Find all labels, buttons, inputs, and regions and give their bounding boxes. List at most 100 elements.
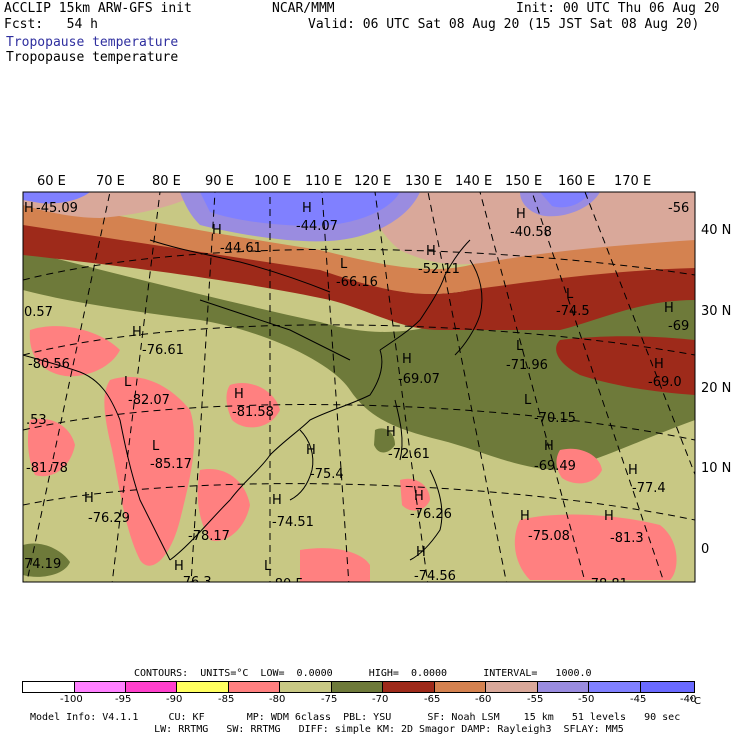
map-frame <box>22 191 696 583</box>
extrema-type: H <box>654 357 664 372</box>
extrema-value: -75.4 <box>310 467 344 482</box>
extrema-type: H <box>132 325 142 340</box>
extrema-type: H <box>272 493 282 508</box>
extrema-value: -40.58 <box>510 225 552 240</box>
colorbar-label: -100 <box>60 694 83 705</box>
lat-label: 10 N <box>701 461 731 476</box>
colorbar-label: -80 <box>269 694 286 705</box>
extrema-type: L <box>124 375 132 390</box>
coastlines <box>23 239 483 561</box>
extrema-value: -81.58 <box>232 405 274 420</box>
extrema-value: -74.51 <box>272 515 314 530</box>
lat-label: 0 <box>701 542 709 557</box>
extrema-value: -78.17 <box>188 529 230 544</box>
extrema-value: -52.11 <box>418 262 460 277</box>
extrema-value: -76.61 <box>142 343 184 358</box>
extrema-type: H <box>604 509 614 524</box>
extrema-type: H <box>402 352 412 367</box>
extrema-type: H <box>302 201 312 216</box>
extrema-type: H <box>24 201 34 216</box>
extrema-value: -70.15 <box>534 411 576 426</box>
lon-label: 130 E <box>405 174 442 189</box>
extrema-value: -56 <box>668 201 689 216</box>
contour-info: CONTOURS: UNITS=°C LOW= 0.0000 HIGH= 0.0… <box>134 668 592 679</box>
extrema-type: H <box>416 545 426 560</box>
extrema-type: H <box>212 223 222 238</box>
colorbar-label: -90 <box>166 694 183 705</box>
lon-label: 150 E <box>505 174 542 189</box>
colorbar-label: -65 <box>424 694 441 705</box>
extrema-value: -77.4 <box>632 481 666 496</box>
lon-label: 170 E <box>614 174 651 189</box>
lon-label: 60 E <box>37 174 66 189</box>
latitude-labels: 40 N 30 N 20 N 10 N 0 <box>701 223 731 557</box>
colorbar-label: -55 <box>527 694 544 705</box>
extrema-type: L <box>264 559 272 574</box>
extrema-value: -74.5 <box>556 304 590 319</box>
colorbar-label: -75 <box>321 694 338 705</box>
colorbar-label: -40 <box>680 694 697 705</box>
extrema-value: -85.17 <box>150 457 192 472</box>
extrema-type: H <box>516 207 526 222</box>
colorbar-cell <box>382 681 435 693</box>
model-name: ACCLIP 15km ARW-GFS init <box>4 1 192 16</box>
init-time: Init: 00 UTC Thu 06 Aug 20 <box>516 1 720 16</box>
extrema-labels: H -45.09 H -44.07 H -44.61 H -40.58 -56 … <box>24 201 689 592</box>
extrema-value: -75.08 <box>528 529 570 544</box>
extrema-value: -44.61 <box>220 241 262 256</box>
extrema-type: H <box>386 425 396 440</box>
extrema-value: -69.0 <box>648 375 682 390</box>
extrema-type: L <box>566 287 574 302</box>
colorbar-unit: °C <box>689 696 701 707</box>
extrema-type: H <box>234 387 244 402</box>
extrema-value: -69 <box>668 319 689 334</box>
extrema-value: -80.56 <box>28 357 70 372</box>
colorbar-label: -60 <box>475 694 492 705</box>
extrema-value: -69.49 <box>534 459 576 474</box>
colorbar-cell <box>22 681 75 693</box>
colorbar-cell <box>176 681 229 693</box>
lon-label: 140 E <box>455 174 492 189</box>
extrema-type: H <box>84 491 94 506</box>
model-info-line-1: Model Info: V4.1.1 CU: KF MP: WDM 6class… <box>30 712 681 723</box>
extrema-type: L <box>152 439 160 454</box>
colorbar-cell <box>125 681 177 693</box>
extrema-value: -76.3 <box>178 575 212 590</box>
lon-label: 110 E <box>305 174 342 189</box>
extrema-value: -81.3 <box>610 531 644 546</box>
colorbar-label: -85 <box>218 694 235 705</box>
colorbar-cell <box>588 681 641 693</box>
lon-label: 100 E <box>254 174 291 189</box>
model-info-line-2: LW: RRTMG SW: RRTMG DIFF: simple KM: 2D … <box>112 724 624 735</box>
extrema-type: H <box>306 443 316 458</box>
organization: NCAR/MMM <box>272 1 335 16</box>
extrema-type: L <box>516 339 524 354</box>
lat-label: 40 N <box>701 223 731 238</box>
extrema-value: -69.07 <box>398 372 440 387</box>
lat-lon-grid <box>23 192 695 582</box>
extrema-value: -74.56 <box>414 569 456 584</box>
extrema-type: H <box>414 489 424 504</box>
colorbar-cell <box>485 681 538 693</box>
lon-label: 70 E <box>96 174 125 189</box>
extrema-value: -45.09 <box>36 201 78 216</box>
colorbar-cell <box>331 681 383 693</box>
extrema-value: -76.26 <box>410 507 452 522</box>
extrema-type: H <box>544 439 554 454</box>
extrema-value: -80.5 <box>270 577 304 592</box>
extrema-value: -81.78 <box>26 461 68 476</box>
valid-time: Valid: 06 UTC Sat 08 Aug 20 (15 JST Sat … <box>308 17 700 32</box>
extrema-value: -76.29 <box>88 511 130 526</box>
extrema-type: L <box>340 257 348 272</box>
colorbar-label: -50 <box>578 694 595 705</box>
extrema-value: .53 <box>26 413 47 428</box>
colorbar-cell <box>434 681 486 693</box>
forecast-hour: Fcst: 54 h <box>4 17 98 32</box>
colorbar-cell <box>279 681 332 693</box>
extrema-type: H <box>664 301 674 316</box>
extrema-value: 0.57 <box>24 305 53 320</box>
extrema-type: H <box>426 244 436 259</box>
colorbar-label: -95 <box>115 694 132 705</box>
extrema-value: -82.07 <box>128 393 170 408</box>
